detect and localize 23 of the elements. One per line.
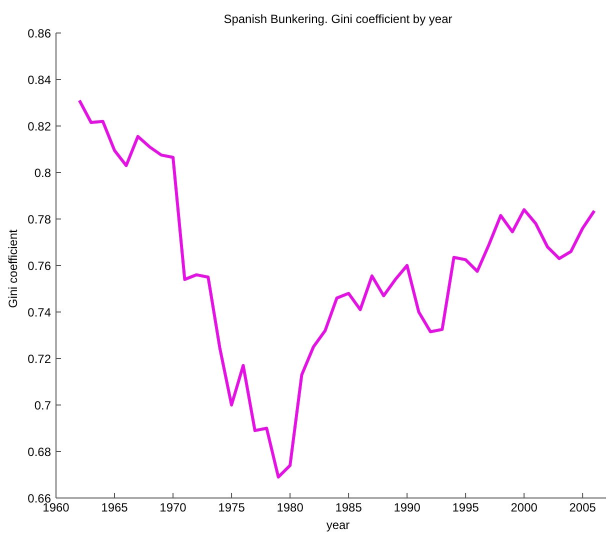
- y-tick-label: 0.74: [28, 305, 52, 320]
- x-tick-label: 1990: [394, 500, 421, 515]
- y-tick-label: 0.78: [28, 212, 52, 226]
- y-axis-title: Gini coefficient: [6, 230, 20, 308]
- y-tick-label: 0.7: [34, 398, 52, 412]
- x-tick-label: 1985: [335, 500, 362, 515]
- y-tick-label: 0.68: [28, 444, 52, 459]
- x-tick-label: 1975: [218, 500, 246, 515]
- y-tick-label: 0.84: [28, 72, 52, 87]
- x-tick-label: 1980: [276, 500, 304, 515]
- chart-title: Spanish Bunkering. Gini coefficient by year: [222, 12, 454, 26]
- x-tick-label: 1965: [101, 500, 128, 515]
- y-tick-label: 0.72: [28, 352, 52, 366]
- x-tick-label: 1970: [160, 500, 187, 515]
- y-tick-label: 0.8: [34, 166, 52, 180]
- line-series: [78, 98, 596, 479]
- y-tick-label: 0.82: [28, 119, 52, 134]
- x-tick-label: 2005: [569, 500, 596, 515]
- x-tick-label: 1995: [452, 500, 480, 515]
- x-tick-label: 2000: [510, 500, 538, 515]
- x-axis-title: year: [325, 518, 351, 532]
- y-tick-label: 0.76: [28, 258, 52, 273]
- y-tick-label: 0.86: [28, 26, 52, 40]
